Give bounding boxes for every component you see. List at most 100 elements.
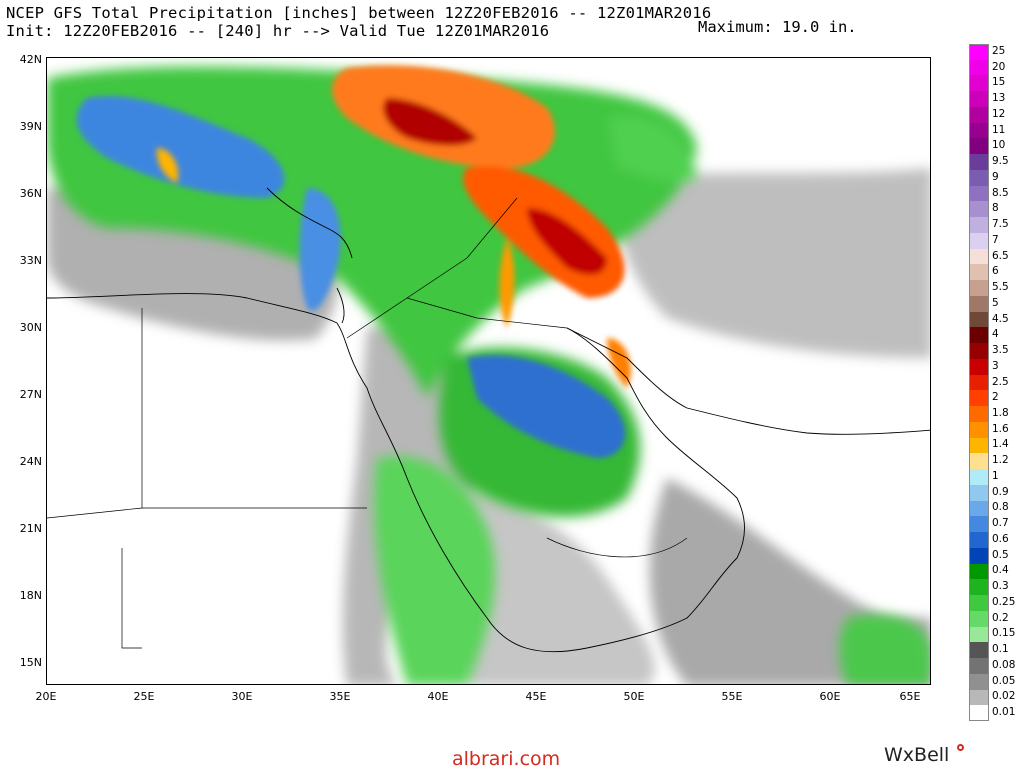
brand-logo-icon: [957, 744, 964, 751]
legend-swatch: [969, 138, 989, 155]
legend-label: 0.7: [992, 517, 1009, 530]
legend-swatch: [969, 295, 989, 312]
legend-label: 0.05: [992, 674, 1016, 687]
legend-swatch: [969, 658, 989, 674]
coastlines: [47, 187, 930, 653]
legend-swatch: [969, 390, 989, 407]
lat-label: 18N: [19, 589, 42, 602]
brand-logo-text: WxBell: [884, 744, 950, 766]
legend-swatch: [969, 532, 989, 548]
legend-label: 3: [992, 359, 999, 372]
lat-label: 27N: [19, 388, 42, 401]
legend-swatch: [969, 579, 989, 596]
legend-label: 9.5: [992, 155, 1009, 168]
lat-label: 24N: [19, 455, 42, 468]
legend-label: 0.1: [992, 643, 1009, 656]
map-title-line-2: Init: 12Z20FEB2016 -- [240] hr --> Valid…: [6, 22, 550, 40]
legend-swatch: [969, 91, 989, 107]
legend-label: 0.01: [992, 706, 1016, 719]
legend-swatch: [969, 500, 989, 517]
legend-swatch: [969, 437, 989, 454]
lat-label: 42N: [19, 53, 42, 66]
lat-label: 39N: [19, 120, 42, 133]
heavy-precip-zone: [76, 96, 626, 458]
legend-swatch: [969, 421, 989, 438]
legend-label: 4.5: [992, 312, 1009, 325]
legend-label: 7: [992, 233, 999, 246]
legend-label: 3.5: [992, 344, 1009, 356]
legend-swatch: [969, 44, 989, 60]
lon-label: 60E: [819, 690, 841, 703]
lon-label: 25E: [133, 690, 155, 703]
legend-label: 0.3: [992, 580, 1009, 593]
legend-swatch: [969, 248, 989, 265]
legend-swatch: [969, 626, 989, 643]
lat-label: 21N: [19, 522, 42, 535]
lon-label: 30E: [231, 690, 253, 703]
legend-swatch: [969, 705, 989, 721]
lon-label: 35E: [329, 690, 351, 703]
lon-label: 50E: [623, 690, 645, 703]
lat-label: 30N: [19, 321, 42, 334]
legend-swatch: [969, 264, 989, 281]
legend-label: 2: [992, 391, 999, 404]
lon-label: 55E: [721, 690, 743, 703]
extreme-precip-core: [156, 65, 631, 388]
legend-swatch: [969, 154, 989, 170]
legend-swatch: [969, 311, 989, 328]
legend-swatch: [969, 122, 989, 139]
legend-swatch: [969, 563, 989, 580]
legend-swatch: [969, 374, 989, 391]
map-title-line-1: NCEP GFS Total Precipitation [inches] be…: [6, 4, 712, 22]
precipitation-map: [46, 57, 931, 685]
legend-label: 8.5: [992, 186, 1009, 199]
legend-swatch: [969, 185, 989, 202]
legend-swatch: [969, 280, 989, 296]
legend-label: 11: [992, 123, 1006, 136]
legend-swatch: [969, 516, 989, 533]
legend-swatch: [969, 453, 989, 470]
legend-swatch: [969, 59, 989, 76]
legend-label: 25: [992, 44, 1006, 57]
legend-label: 2.5: [992, 375, 1009, 388]
legend-swatch: [969, 327, 989, 344]
legend-swatch: [969, 484, 989, 501]
map-canvas: [47, 65, 930, 684]
legend-swatch: [969, 343, 989, 359]
legend-label: 12: [992, 107, 1006, 120]
legend-label: 13: [992, 92, 1006, 105]
lon-label: 40E: [427, 690, 449, 703]
lon-label: 20E: [35, 690, 57, 703]
legend-swatch: [969, 610, 989, 627]
legend-swatch: [969, 406, 989, 422]
legend-label: 20: [992, 60, 1006, 73]
legend-label: 15: [992, 76, 1006, 89]
legend-swatch: [969, 106, 989, 123]
legend-label: 8: [992, 202, 999, 215]
lat-label: 33N: [19, 254, 42, 267]
legend-label: 1.6: [992, 422, 1009, 435]
legend-label: 6: [992, 265, 999, 278]
legend-swatch: [969, 169, 989, 186]
legend-label: 0.08: [992, 658, 1016, 671]
legend-swatch: [969, 689, 989, 706]
legend-swatch: [969, 75, 989, 92]
legend-label: 0.2: [992, 611, 1009, 624]
legend-label: 6.5: [992, 249, 1009, 262]
lat-label: 15N: [19, 656, 42, 669]
legend-label: 0.5: [992, 548, 1009, 561]
legend-label: 0.9: [992, 485, 1009, 498]
legend-swatch: [969, 642, 989, 658]
legend-label: 7.5: [992, 218, 1009, 231]
legend-label: 1.4: [992, 438, 1009, 451]
borders: [47, 197, 688, 649]
lat-label: 36N: [19, 187, 42, 200]
legend-swatch: [969, 217, 989, 233]
legend-label: 10: [992, 139, 1006, 152]
legend-swatch: [969, 547, 989, 564]
legend-label: 0.02: [992, 690, 1016, 703]
legend-swatch: [969, 469, 989, 485]
legend-label: 1.8: [992, 406, 1009, 419]
lon-label: 65E: [899, 690, 921, 703]
legend-label: 0.25: [992, 595, 1016, 608]
